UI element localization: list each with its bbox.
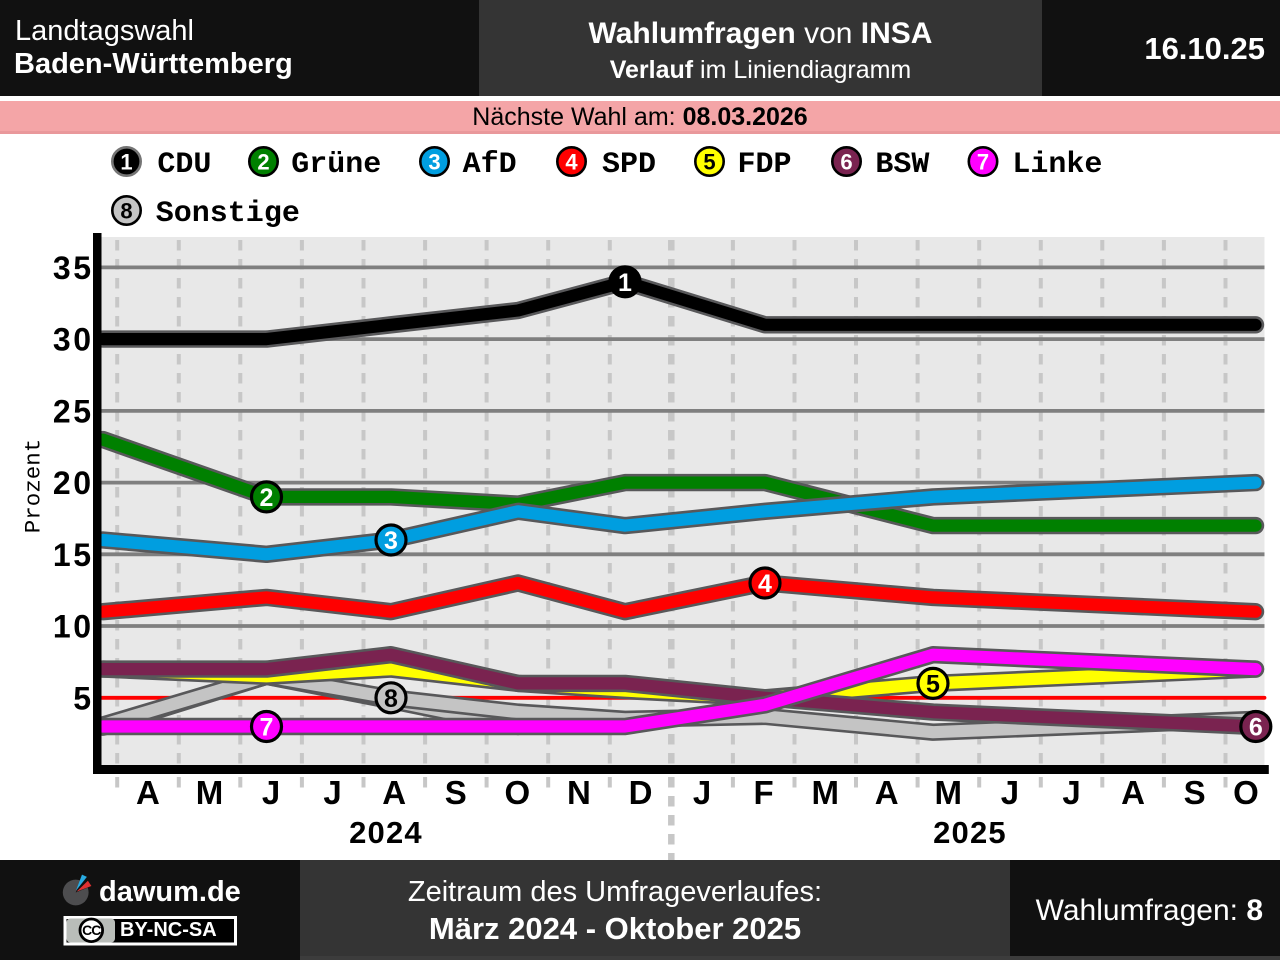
- svg-text:20: 20: [53, 465, 94, 501]
- svg-text:CDU: CDU: [157, 148, 211, 182]
- svg-text:S: S: [445, 774, 467, 811]
- svg-text:dawum.de: dawum.de: [99, 876, 241, 908]
- svg-text:8: 8: [384, 685, 398, 713]
- svg-text:BSW: BSW: [875, 148, 929, 182]
- svg-text:1: 1: [618, 269, 632, 297]
- svg-text:BY-NC-SA: BY-NC-SA: [120, 919, 217, 941]
- svg-text:2: 2: [260, 484, 274, 512]
- svg-text:10: 10: [53, 609, 94, 645]
- svg-text:1: 1: [120, 150, 132, 175]
- svg-text:O: O: [1233, 774, 1259, 811]
- svg-text:6: 6: [1249, 714, 1263, 742]
- svg-text:Sonstige: Sonstige: [156, 197, 300, 231]
- svg-text:3: 3: [428, 150, 440, 175]
- svg-text:A: A: [136, 774, 160, 811]
- svg-text:6: 6: [840, 150, 852, 175]
- svg-text:M: M: [196, 774, 224, 811]
- svg-text:CC: CC: [82, 922, 101, 938]
- svg-text:4: 4: [758, 570, 772, 598]
- svg-text:J: J: [1001, 774, 1019, 811]
- svg-text:O: O: [504, 774, 530, 811]
- svg-text:A: A: [875, 774, 899, 811]
- svg-text:7: 7: [977, 150, 989, 175]
- svg-text:35: 35: [53, 250, 94, 286]
- svg-text:M: M: [935, 774, 963, 811]
- svg-text:S: S: [1184, 774, 1206, 811]
- svg-text:Linke: Linke: [1012, 148, 1102, 182]
- svg-text:FDP: FDP: [738, 148, 792, 182]
- svg-text:M: M: [811, 774, 839, 811]
- svg-text:A: A: [1121, 774, 1145, 811]
- svg-text:30: 30: [53, 322, 94, 358]
- svg-text:J: J: [693, 774, 711, 811]
- svg-text:J: J: [262, 774, 280, 811]
- svg-text:F: F: [754, 774, 774, 811]
- svg-text:Grüne: Grüne: [291, 148, 381, 182]
- svg-text:2: 2: [257, 150, 269, 175]
- svg-text:AfD: AfD: [463, 148, 517, 182]
- svg-text:2025: 2025: [933, 815, 1007, 850]
- svg-text:3: 3: [384, 527, 398, 555]
- svg-text:J: J: [1062, 774, 1080, 811]
- svg-text:7: 7: [260, 714, 274, 742]
- svg-text:15: 15: [53, 537, 94, 573]
- svg-text:5: 5: [926, 670, 940, 698]
- svg-text:2024: 2024: [349, 815, 423, 850]
- svg-text:8: 8: [120, 199, 132, 224]
- svg-text:5: 5: [703, 150, 715, 175]
- svg-text:5: 5: [73, 680, 93, 716]
- svg-text:25: 25: [53, 393, 94, 429]
- svg-text:A: A: [382, 774, 406, 811]
- svg-text:SPD: SPD: [602, 148, 656, 182]
- svg-text:4: 4: [565, 150, 578, 175]
- svg-text:D: D: [629, 774, 653, 811]
- svg-text:J: J: [323, 774, 341, 811]
- svg-text:N: N: [567, 774, 591, 811]
- svg-text:Prozent: Prozent: [21, 439, 47, 534]
